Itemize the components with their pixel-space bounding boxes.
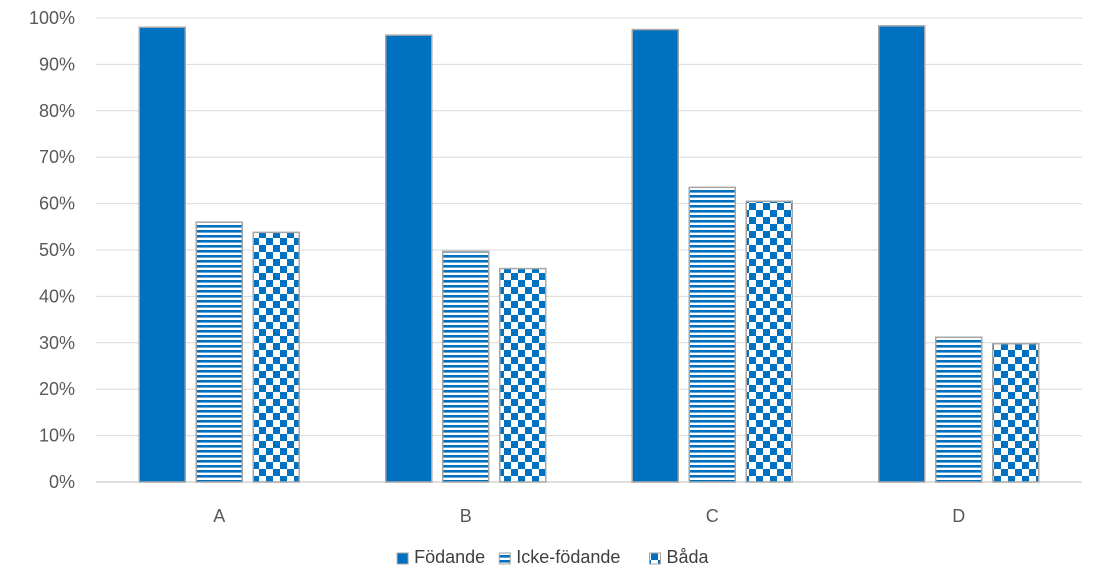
bar-a-series-3 [252, 231, 300, 483]
y-axis-tick-labels: 0% 10% 20% 30% 40% 50% 60% 70% 80% 90% 100% [29, 8, 75, 492]
bar-b-series-3 [499, 267, 547, 483]
x-axis-tick-labels: A B C D [213, 506, 965, 526]
legend-item: Icke-födande [498, 547, 620, 567]
legend-label: Icke-födande [516, 547, 620, 567]
bar-c-series-1 [631, 28, 679, 483]
bar-a-series-1 [138, 26, 186, 483]
y-tick-label: 80% [39, 101, 75, 121]
legend: Födande Icke-födande Båda [396, 547, 710, 567]
y-tick-label: 10% [39, 426, 75, 446]
y-tick-label: 40% [39, 286, 75, 306]
x-tick-label: C [706, 506, 719, 526]
legend-item: Båda [649, 547, 710, 567]
legend-label: Födande [414, 547, 485, 567]
legend-label: Båda [667, 547, 710, 567]
y-tick-label: 0% [49, 472, 75, 492]
legend-swatch [498, 552, 511, 565]
bar-b-series-1 [385, 34, 433, 483]
y-tick-label: 70% [39, 147, 75, 167]
gridlines [96, 17, 1082, 483]
bar-a-series-2 [195, 221, 243, 483]
bar-d-series-1 [878, 25, 926, 483]
legend-swatch [649, 552, 661, 565]
bar-d-series-2 [935, 336, 983, 483]
bars [138, 25, 1040, 483]
bar-c-series-3 [745, 200, 793, 483]
x-tick-label: A [213, 506, 225, 526]
y-tick-label: 90% [39, 54, 75, 74]
x-tick-label: D [952, 506, 965, 526]
bar-b-series-2 [442, 250, 490, 483]
y-tick-label: 60% [39, 194, 75, 214]
y-tick-label: 30% [39, 333, 75, 353]
x-tick-label: B [460, 506, 472, 526]
bar-d-series-3 [992, 342, 1040, 483]
legend-swatch [396, 552, 409, 565]
y-tick-label: 100% [29, 8, 75, 28]
legend-item: Födande [396, 547, 485, 567]
y-tick-label: 20% [39, 379, 75, 399]
y-tick-label: 50% [39, 240, 75, 260]
bar-c-series-2 [688, 186, 736, 483]
